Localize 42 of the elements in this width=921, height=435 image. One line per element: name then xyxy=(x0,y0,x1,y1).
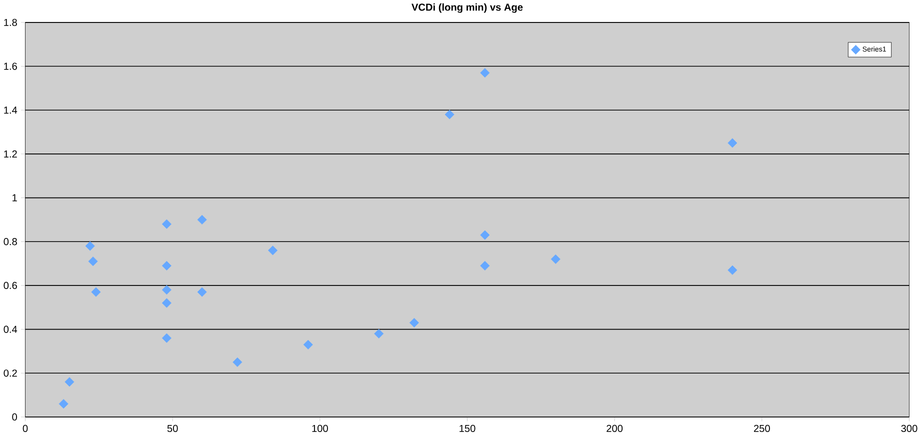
x-tick-label: 200 xyxy=(606,424,623,432)
chart-title: VCDi (long min) vs Age xyxy=(412,3,523,13)
point xyxy=(480,68,490,78)
point xyxy=(58,398,68,408)
point xyxy=(728,138,738,148)
point xyxy=(162,260,172,270)
x-tick-label: 150 xyxy=(460,424,476,432)
y-tick-label: 0 xyxy=(12,413,18,420)
x-tick-label: 300 xyxy=(901,424,918,432)
point xyxy=(162,298,172,308)
y-tick-label: 1 xyxy=(12,194,17,202)
y-tick-label: 0.2 xyxy=(4,369,17,377)
y-tick-label: 0.4 xyxy=(4,326,18,333)
x-tick-label: 100 xyxy=(312,424,328,432)
point xyxy=(197,287,207,297)
y-tick-label: 1.2 xyxy=(4,150,17,158)
point xyxy=(162,219,172,229)
y-tick-label: 0.8 xyxy=(4,238,17,246)
point xyxy=(728,265,738,275)
point xyxy=(268,245,278,255)
point xyxy=(374,328,384,338)
x-tick-label: 0 xyxy=(22,424,28,432)
y-tick-label: 1.8 xyxy=(4,18,17,26)
x-tick-label: 50 xyxy=(167,424,178,432)
point xyxy=(409,318,419,328)
point xyxy=(232,357,242,367)
point xyxy=(64,376,74,387)
point xyxy=(91,287,101,297)
y-tick-label: 0.6 xyxy=(4,282,17,289)
point xyxy=(444,110,454,120)
point xyxy=(480,230,490,240)
point xyxy=(197,214,207,224)
point xyxy=(303,340,313,350)
point xyxy=(480,260,490,270)
point xyxy=(88,256,98,266)
point xyxy=(550,254,560,264)
y-tick-label: 1.6 xyxy=(4,62,17,70)
point xyxy=(85,241,95,251)
point xyxy=(162,284,172,294)
x-tick-label: 250 xyxy=(754,424,770,432)
y-tick-label: 1.4 xyxy=(4,106,18,114)
point xyxy=(162,333,172,343)
